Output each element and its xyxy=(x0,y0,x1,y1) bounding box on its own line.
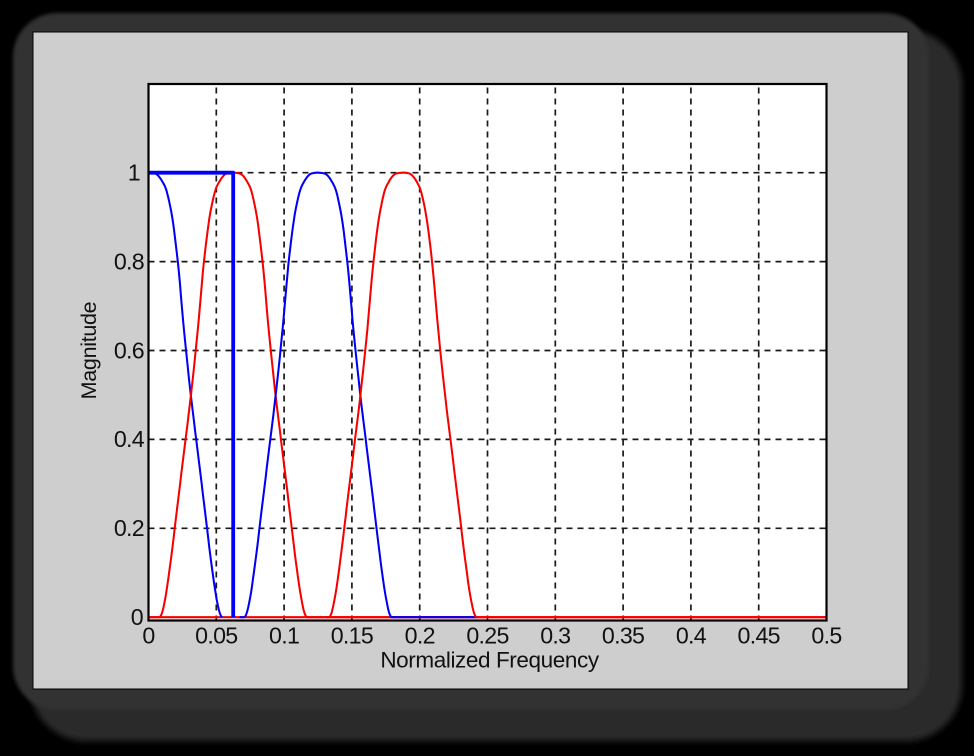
svg-text:0.2: 0.2 xyxy=(114,515,144,541)
svg-text:0.3: 0.3 xyxy=(540,623,570,649)
svg-text:1: 1 xyxy=(128,160,140,186)
svg-text:Normalized Frequency: Normalized Frequency xyxy=(380,648,599,673)
svg-text:0.35: 0.35 xyxy=(602,623,644,649)
svg-text:0.4: 0.4 xyxy=(676,623,707,649)
svg-text:0.05: 0.05 xyxy=(195,623,237,649)
svg-text:Magnitude: Magnitude xyxy=(77,302,101,400)
svg-text:0: 0 xyxy=(142,623,154,649)
svg-text:0.6: 0.6 xyxy=(114,337,144,363)
svg-text:0.25: 0.25 xyxy=(466,623,508,649)
svg-text:0.45: 0.45 xyxy=(738,623,780,649)
svg-text:0: 0 xyxy=(131,604,143,630)
svg-text:0.2: 0.2 xyxy=(405,623,435,649)
svg-text:0.1: 0.1 xyxy=(269,623,299,649)
svg-text:0.8: 0.8 xyxy=(114,248,144,274)
svg-text:0.15: 0.15 xyxy=(331,623,373,649)
svg-text:0.4: 0.4 xyxy=(114,426,145,452)
svg-text:0.5: 0.5 xyxy=(811,623,841,649)
